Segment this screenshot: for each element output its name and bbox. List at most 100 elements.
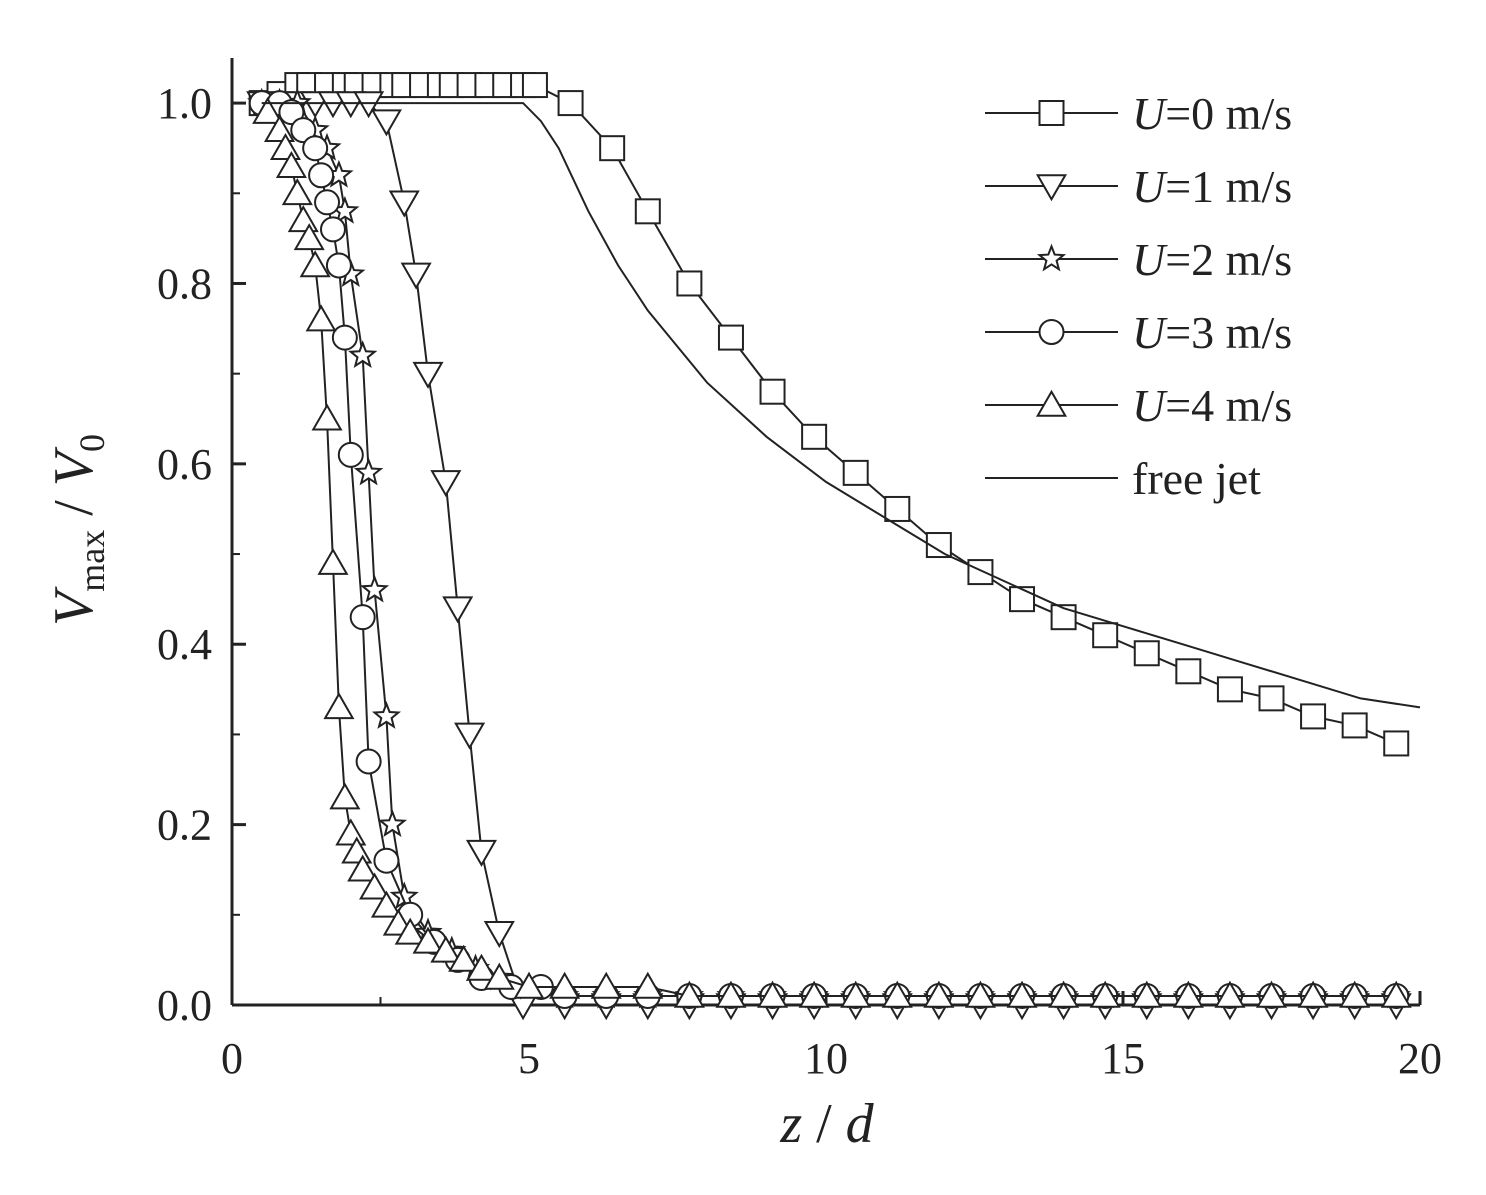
data-point [759,378,786,405]
data-point [400,262,432,290]
data-point [513,971,545,999]
data-point [359,574,390,603]
data-point [1175,658,1202,685]
data-point [884,495,911,522]
legend-marker [1035,174,1068,202]
legend-label: U=2 m/s [1132,234,1292,285]
legend-label-text: free jet [1132,453,1261,504]
legend-label-var: U [1132,380,1168,431]
data-point [1258,685,1285,712]
legend-label-var: U [1132,88,1168,139]
data-point [842,459,869,486]
series-4 [252,96,1412,1008]
data-point [557,90,584,117]
y-axis-label-var1: V [43,586,105,626]
data-point [798,980,830,1008]
legend: U=0 m/sU=1 m/sU=2 m/sU=3 m/sU=4 m/sfree … [985,88,1292,504]
data-point [325,252,352,279]
legend-item: U=2 m/s [985,234,1292,285]
data-point [305,304,337,332]
data-point [1380,980,1412,1008]
legend-label-text: =2 m/s [1165,234,1292,285]
data-point [1383,730,1410,757]
legend-label-text: =4 m/s [1165,380,1292,431]
data-point [1006,980,1038,1008]
data-point [347,854,379,882]
data-point [1009,586,1036,613]
data-point [483,921,515,949]
data-point [353,91,385,119]
data-point [275,151,307,179]
data-point [412,361,444,389]
series-2 [247,87,1411,1009]
data-point [287,205,319,233]
data-point [308,162,335,189]
y-axis-label: Vmax / V0 [43,434,112,626]
x-tick-label: 10 [804,1034,848,1083]
data-point [373,847,400,874]
data-point [454,722,486,750]
plot-axes: 0 5 10 15 20 0.0 0.2 0.4 0.6 0.8 1.0 [157,58,1442,1083]
series-0 [248,72,1410,757]
y-tick-label: 1.0 [157,79,212,128]
legend-label-var: U [1132,161,1168,212]
data-point [1255,980,1288,1008]
data-point [353,457,384,486]
data-point [1216,676,1243,703]
data-point [1341,712,1368,739]
data-point [430,935,462,963]
data-point [521,72,548,99]
x-axis-label-sep: / [802,1093,846,1155]
legend-item: U=0 m/s [985,88,1292,139]
legend-marker [1035,389,1068,417]
data-point [673,980,705,1008]
data-point [430,470,462,498]
data-point [923,980,955,1008]
legend-marker [1038,100,1065,126]
legend-label-text: =1 m/s [1165,161,1292,212]
data-point [1300,703,1327,730]
data-point [394,917,426,945]
data-point [1133,640,1160,667]
x-tick-label: 5 [518,1034,540,1083]
data-point [302,135,329,162]
y-axis-label-sep: / [43,486,105,530]
data-point [483,962,515,990]
data-point [371,701,402,729]
data-point [359,872,391,900]
legend-label: U=0 m/s [1132,88,1292,139]
data-point [967,559,994,586]
data-point [337,441,364,468]
data-point [1172,980,1204,1008]
data-point [388,190,420,218]
data-point [442,596,474,624]
data-point [1214,980,1246,1008]
data-point [717,324,744,351]
y-tick-label: 0.6 [157,440,212,489]
data-point [1048,980,1080,1008]
legend-item: U=3 m/s [985,307,1292,358]
data-point [293,223,325,251]
legend-label-text: =3 m/s [1165,307,1292,358]
data-point [1089,980,1121,1008]
series-line [261,102,1421,709]
data-point [370,109,402,137]
data-point [299,250,331,278]
data-point [881,980,913,1008]
data-point [319,216,346,243]
data-point [252,96,284,124]
data-point [290,117,317,144]
y-axis-label-sub1: max [72,530,112,592]
data-point [412,926,444,954]
data-point [355,748,382,775]
y-tick-label: 0.2 [157,801,212,850]
series-3 [248,90,1410,1009]
x-tick-label: 20 [1398,1034,1442,1083]
series-5 [261,102,1421,709]
data-point [840,980,872,1008]
legend-label-var: U [1132,307,1168,358]
data-point [377,809,408,838]
data-point [1131,980,1163,1008]
data-point [1092,622,1119,649]
